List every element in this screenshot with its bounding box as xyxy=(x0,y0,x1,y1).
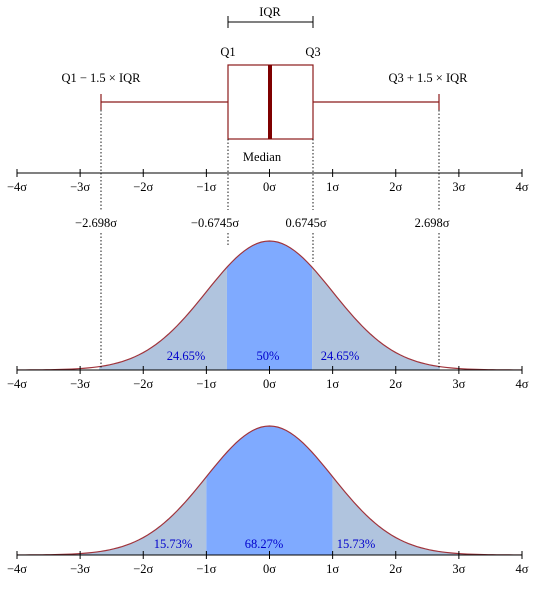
axis-tick-label: 0σ xyxy=(263,180,276,194)
curve1-fill-tail-right xyxy=(312,267,440,370)
axis-bottom: −4σ −3σ −2σ −1σ 0σ 1σ 2σ 3σ 4σ xyxy=(7,551,529,576)
axis-tick-label: −2σ xyxy=(133,180,153,194)
axis-tick-label: 1σ xyxy=(326,562,339,576)
curve2-right-percent: 15.73% xyxy=(337,537,376,551)
quantile-label-2698: 2.698σ xyxy=(415,216,450,230)
quantile-label-neg-06745: −0.6745σ xyxy=(191,216,239,230)
curve2-fill-tail-left xyxy=(17,476,207,555)
axis-tick-label: −3σ xyxy=(70,180,90,194)
dotted-guides xyxy=(100,110,440,370)
median-label: Median xyxy=(243,150,282,164)
curve2-center-percent: 68.27% xyxy=(245,537,284,551)
upper-whisker-label: Q3 + 1.5 × IQR xyxy=(388,71,468,85)
quantile-label-neg-2698: −2.698σ xyxy=(75,216,117,230)
q3-label: Q3 xyxy=(305,45,320,59)
axis-tick-label: −2σ xyxy=(133,562,153,576)
boxplot-panel: IQR Q1 Q3 Q1 − 1.5 × IQR Q3 + 1.5 × IQR … xyxy=(61,5,468,164)
curve2-outline xyxy=(16,425,523,556)
curve2-fill-tail-right xyxy=(332,476,522,555)
curve1-fill-center xyxy=(226,241,313,370)
axis-tick-label: −3σ xyxy=(70,377,90,391)
curve1-fill-tail-left xyxy=(99,267,227,370)
axis-tick-label: 0σ xyxy=(263,562,276,576)
axis-tick-label: 2σ xyxy=(389,180,402,194)
curve1-left-percent: 24.65% xyxy=(167,349,206,363)
axis-tick-label: −2σ xyxy=(133,377,153,391)
quantile-labels: −2.698σ −0.6745σ 0.6745σ 2.698σ xyxy=(75,216,450,230)
axis-tick-label: 4σ xyxy=(516,377,529,391)
axis-tick-label: −3σ xyxy=(70,562,90,576)
axis-tick-label: 0σ xyxy=(263,377,276,391)
normal-curve-iqr-panel: 24.65% 50% 24.65% xyxy=(16,240,523,371)
lower-whisker-label: Q1 − 1.5 × IQR xyxy=(61,71,141,85)
axis-tick-label: −1σ xyxy=(196,377,216,391)
axis-middle: −4σ −3σ −2σ −1σ 0σ 1σ 2σ 3σ 4σ xyxy=(7,366,529,391)
axis-tick-label: −1σ xyxy=(196,180,216,194)
axis-tick-label: 4σ xyxy=(516,180,529,194)
iqr-label: IQR xyxy=(259,5,281,19)
axis-tick-label: 3σ xyxy=(452,562,465,576)
curve1-center-percent: 50% xyxy=(257,349,280,363)
axis-tick-label: 2σ xyxy=(389,562,402,576)
axis-tick-label: 1σ xyxy=(326,180,339,194)
normal-curve-sd-panel: 15.73% 68.27% 15.73% xyxy=(16,425,523,556)
axis-top: −4σ −3σ −2σ −1σ 0σ 1σ 2σ 3σ 4σ xyxy=(7,169,529,194)
curve2-fill-center xyxy=(206,426,333,555)
axis-tick-label: −4σ xyxy=(7,377,27,391)
axis-tick-label: −4σ xyxy=(7,562,27,576)
axis-tick-label: 1σ xyxy=(326,377,339,391)
axis-tick-label: 3σ xyxy=(452,377,465,391)
axis-tick-label: 2σ xyxy=(389,377,402,391)
q1-label: Q1 xyxy=(220,45,235,59)
curve1-right-percent: 24.65% xyxy=(321,349,360,363)
axis-tick-label: 4σ xyxy=(516,562,529,576)
axis-tick-label: 3σ xyxy=(452,180,465,194)
axis-tick-label: −4σ xyxy=(7,180,27,194)
axis-tick-label: −1σ xyxy=(196,562,216,576)
curve2-left-percent: 15.73% xyxy=(154,537,193,551)
quantile-label-06745: 0.6745σ xyxy=(285,216,326,230)
